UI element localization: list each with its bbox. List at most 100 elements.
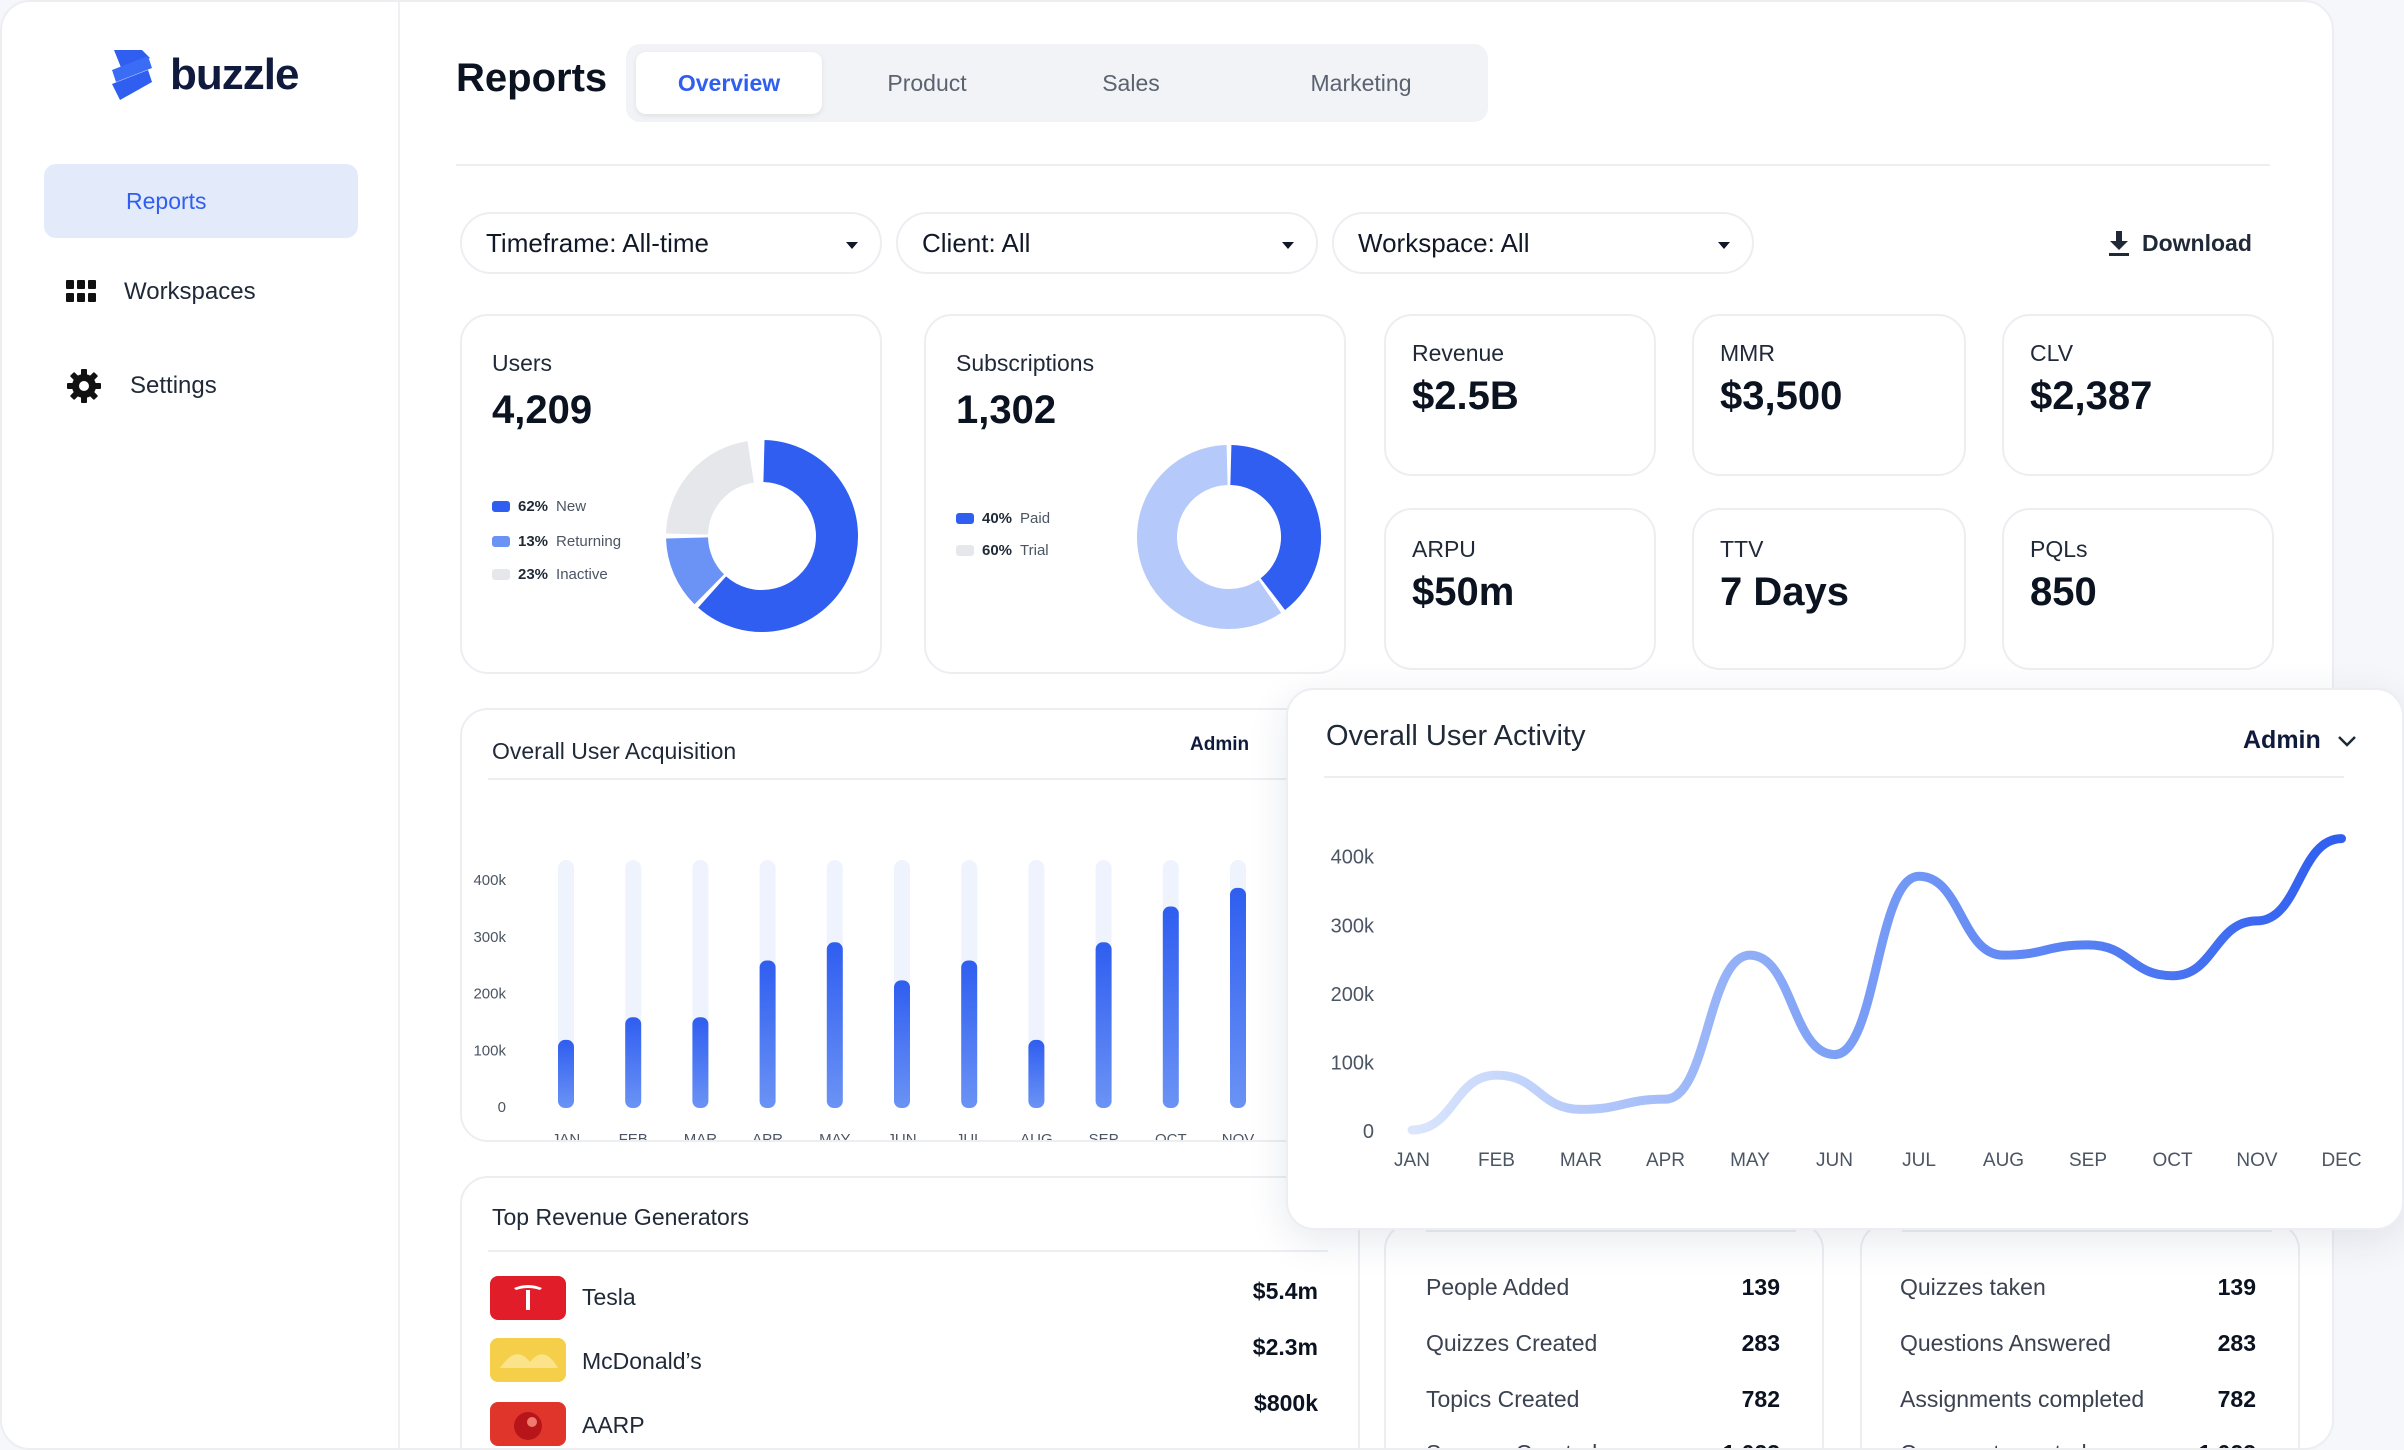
users-card: Users 4,209 62% New 13% Returning 23% Inact… [460, 314, 882, 674]
legend-item: 40% Paid [956, 510, 1050, 527]
caret-down-icon [1718, 242, 1730, 249]
acquisition-card: Overall User Acquisition Admin 400k 300k 2… [460, 708, 1360, 1142]
tab-marketing[interactable]: Marketing [1310, 70, 1412, 96]
x-tick-label: JUL [1902, 1150, 1936, 1171]
stat-row: Surveys Created1,023 [1426, 1440, 1780, 1448]
tab-overview[interactable]: Overview [636, 52, 822, 114]
mcdonalds-logo-icon [490, 1338, 566, 1382]
header-divider [456, 164, 2270, 166]
stat-row: Topics Created 782 [1426, 1386, 1780, 1412]
acquisition-filter-dropdown[interactable]: Admin [1190, 734, 1250, 755]
brand-logo[interactable]: buzzle [108, 48, 299, 102]
kpi-card-revenue: Revenue $2.5B [1384, 314, 1656, 476]
revenue-row-value: $5.4m [1252, 1278, 1318, 1304]
chevron-down-icon [2337, 735, 2356, 747]
aarp-logo-icon [490, 1402, 566, 1446]
card-value: $3,500 [1720, 374, 1843, 418]
x-tick-label: OCT [2152, 1150, 2193, 1171]
legend-item: 23% Inactive [492, 566, 608, 583]
stat-row: Questions Answered 283 [1900, 1330, 2256, 1356]
donut-slice [666, 536, 725, 605]
filter-label: Client: [922, 228, 996, 258]
x-tick-label: JAN [1394, 1150, 1430, 1171]
revenue-row-value: $2.3m [1252, 1334, 1318, 1360]
client-filter[interactable]: Client: All [896, 212, 1318, 274]
bar [558, 1039, 574, 1108]
card-divider [488, 1250, 1328, 1252]
x-tick-label: MAR [684, 1131, 718, 1140]
sidebar-item-label: Reports [126, 188, 207, 214]
stat-row: Quizzes Created 283 [1426, 1330, 1780, 1356]
bar [1028, 1039, 1045, 1108]
legend-swatch [492, 569, 510, 580]
card-divider [1426, 1230, 1796, 1232]
card-divider [1324, 776, 2344, 778]
legend-item: 13% Returning [492, 533, 621, 550]
y-tick-label: 100k [473, 1042, 506, 1059]
gear-icon [67, 369, 101, 403]
bar [759, 960, 776, 1108]
bar [1095, 942, 1112, 1108]
sidebar-item-settings[interactable]: Settings [66, 368, 217, 404]
x-tick-label: NOV [2236, 1150, 2278, 1171]
legend-item: 60% Trial [956, 542, 1049, 559]
bar [826, 942, 843, 1108]
card-value: $50m [1412, 570, 1515, 614]
grid-icon [66, 280, 96, 302]
tab-sales[interactable]: Sales [1102, 70, 1160, 96]
main-content: Reports Overview Product Sales Marketing… [402, 2, 2332, 1448]
kpi-card-mmr: MMR $3,500 [1692, 314, 1966, 476]
x-tick-label: MAY [1730, 1150, 1770, 1171]
x-tick-label: FEB [1478, 1150, 1515, 1171]
card-divider [488, 778, 1348, 780]
card-title: Top Revenue Generators [492, 1204, 749, 1230]
timeframe-filter[interactable]: Timeframe: All-time [460, 212, 882, 274]
y-tick-label: 400k [473, 872, 506, 889]
legend-swatch [492, 536, 510, 547]
activity-filter-dropdown[interactable]: Admin [2243, 726, 2357, 755]
revenue-row-name: AARP [582, 1412, 645, 1438]
revenue-row-name: Tesla [582, 1284, 636, 1310]
donut-slice [1137, 445, 1282, 629]
stat-row: People Added 139 [1426, 1274, 1780, 1300]
filter-value: All [1500, 228, 1530, 258]
x-tick-label: JUN [1816, 1150, 1853, 1171]
bar [1230, 887, 1246, 1108]
legend-swatch [492, 501, 510, 512]
stat-row: Quizzes taken 139 [1900, 1274, 2256, 1300]
page-title: Reports [456, 56, 608, 100]
card-value: $2,387 [2030, 374, 2153, 418]
sidebar-item-workspaces[interactable]: Workspaces [66, 278, 256, 306]
workspace-filter[interactable]: Workspace: All [1332, 212, 1754, 274]
card-divider [1902, 1230, 2272, 1232]
card-label: Revenue [1412, 340, 1505, 366]
card-label: TTV [1720, 536, 1764, 562]
y-tick-label: 300k [473, 929, 506, 946]
subscriptions-donut-chart [1137, 445, 1321, 629]
y-tick-label: 0 [1363, 1121, 1374, 1143]
x-tick-label: APR [1646, 1150, 1685, 1171]
filter-value: All [1001, 228, 1031, 258]
card-label: ARPU [1412, 536, 1476, 562]
card-label: MMR [1720, 340, 1775, 366]
card-value: 7 Days [1720, 570, 1849, 614]
sidebar-item-label: Settings [130, 372, 217, 399]
buzzle-logo-icon [112, 50, 152, 100]
card-value: 1,302 [956, 388, 1057, 432]
dropdown-value: Admin [2243, 726, 2321, 754]
brand-name: buzzle [170, 50, 299, 99]
revenue-row-name: McDonald’s [582, 1348, 702, 1374]
x-tick-label: OCT [1155, 1131, 1187, 1140]
x-tick-label: APR [752, 1131, 783, 1140]
tab-product[interactable]: Product [887, 70, 967, 96]
legend-swatch [956, 545, 974, 556]
donut-slice [666, 441, 755, 536]
sidebar-item-label: Workspaces [124, 278, 256, 305]
x-tick-label: AUG [1020, 1131, 1053, 1140]
download-button[interactable]: Download [2108, 230, 2252, 257]
filter-label: Timeframe: [486, 228, 617, 258]
y-tick-label: 0 [498, 1099, 506, 1116]
filter-label: Workspace: [1358, 228, 1495, 258]
sidebar-item-reports[interactable]: Reports [44, 164, 358, 238]
series-line [1407, 834, 2346, 1135]
